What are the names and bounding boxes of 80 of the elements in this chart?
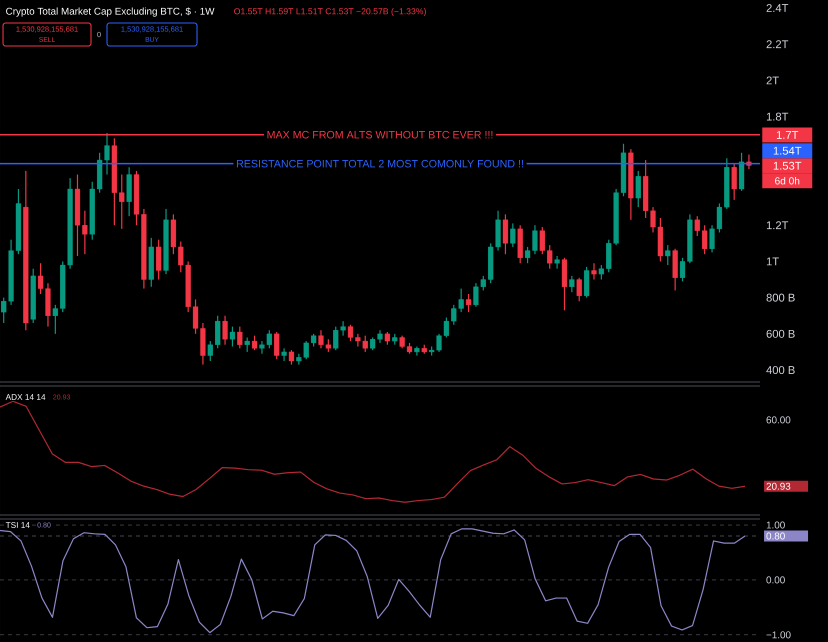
y-tick-label: 0.80 <box>766 532 785 540</box>
candlestick <box>208 340 213 362</box>
chart-subtitle: O1.55T H1.59T L1.51T C1.53T −20.57B (−1.33%) <box>234 8 426 16</box>
candlestick <box>569 275 574 293</box>
candlestick <box>304 340 309 360</box>
candlestick <box>326 338 331 353</box>
y-tick-label: 600 B <box>766 330 795 338</box>
y-tick-label: 1.00 <box>766 522 785 529</box>
candlestick <box>355 333 361 348</box>
chart-title: Crypto Total Market Cap Excluding BTC, $ · 1W <box>6 7 214 17</box>
candlestick <box>702 224 708 255</box>
candlestick <box>414 346 420 356</box>
candlestick <box>591 262 597 280</box>
candlestick <box>598 264 604 280</box>
y-tick-label: 1.8T <box>766 112 788 121</box>
candlestick <box>281 348 287 362</box>
candlestick <box>392 333 398 346</box>
y-tick-label: 20.93 <box>766 482 790 490</box>
candlestick <box>406 342 412 354</box>
candlestick <box>458 288 464 313</box>
y-tick-label: 2T <box>766 76 779 84</box>
candlestick <box>429 346 434 356</box>
candlestick <box>1 297 6 324</box>
candlestick <box>554 255 560 270</box>
candlestick <box>288 350 294 366</box>
candlestick <box>82 210 88 255</box>
candlestick <box>540 226 545 255</box>
candlestick <box>422 344 427 354</box>
candlestick <box>230 326 236 348</box>
candlestick <box>400 335 405 349</box>
text: ADX 14 14 <box>6 394 46 400</box>
y-tick-label: 60.00 <box>766 416 790 424</box>
candlestick <box>222 315 228 346</box>
candlestick <box>252 335 258 351</box>
candlestick <box>259 340 265 354</box>
candlestick <box>510 222 516 248</box>
text: 1.54T <box>774 146 802 155</box>
candlestick <box>466 293 472 313</box>
candlestick <box>694 216 700 237</box>
candlestick <box>266 330 272 349</box>
candlestick <box>318 330 324 349</box>
candlestick <box>156 239 162 280</box>
candlestick <box>274 331 280 360</box>
line-series <box>0 400 746 503</box>
text: 1.53T <box>774 162 802 170</box>
candlestick <box>576 277 582 302</box>
candlestick <box>636 170 641 208</box>
candlestick <box>215 315 220 349</box>
candlestick <box>362 335 368 353</box>
ref-line-label: RESISTANCE POINT TOTAL 2 MOST COMONLY FOUND !! <box>236 160 523 168</box>
candlestick <box>52 304 58 334</box>
candlestick <box>451 304 456 326</box>
text: 6d 0h <box>775 177 800 184</box>
y-tick-label: 800 B <box>766 294 795 302</box>
candlestick <box>237 326 242 349</box>
candlestick <box>384 331 390 346</box>
chart-title: TSI 14 <box>6 522 30 528</box>
y-tick-label: 1.2T <box>766 221 788 230</box>
y-tick-label: 1T <box>766 258 779 266</box>
candlestick <box>333 326 338 351</box>
ref-line-label: MAX MC FROM ALTS WITHOUT BTC EVER !!! <box>268 130 492 138</box>
y-tick-label: 400 B <box>766 366 795 374</box>
candlestick <box>348 324 354 342</box>
candlestick <box>732 163 737 200</box>
candlestick <box>480 275 486 291</box>
candlestick <box>119 174 124 230</box>
candlestick <box>502 214 508 255</box>
y-tick-label: 2.4T <box>766 4 788 12</box>
candlestick <box>340 320 346 336</box>
candlestick <box>296 353 302 366</box>
candlestick <box>178 240 184 273</box>
y-tick-label: 0.00 <box>766 576 785 584</box>
y-tick-label: −1.00 <box>766 631 791 638</box>
candlestick <box>665 244 670 266</box>
candlestick <box>244 336 250 353</box>
candlestick <box>547 244 552 270</box>
candlestick <box>473 282 479 308</box>
text: 1.7T <box>776 131 798 139</box>
candlestick <box>310 333 316 348</box>
y-tick-label: 2.2T <box>766 40 788 48</box>
